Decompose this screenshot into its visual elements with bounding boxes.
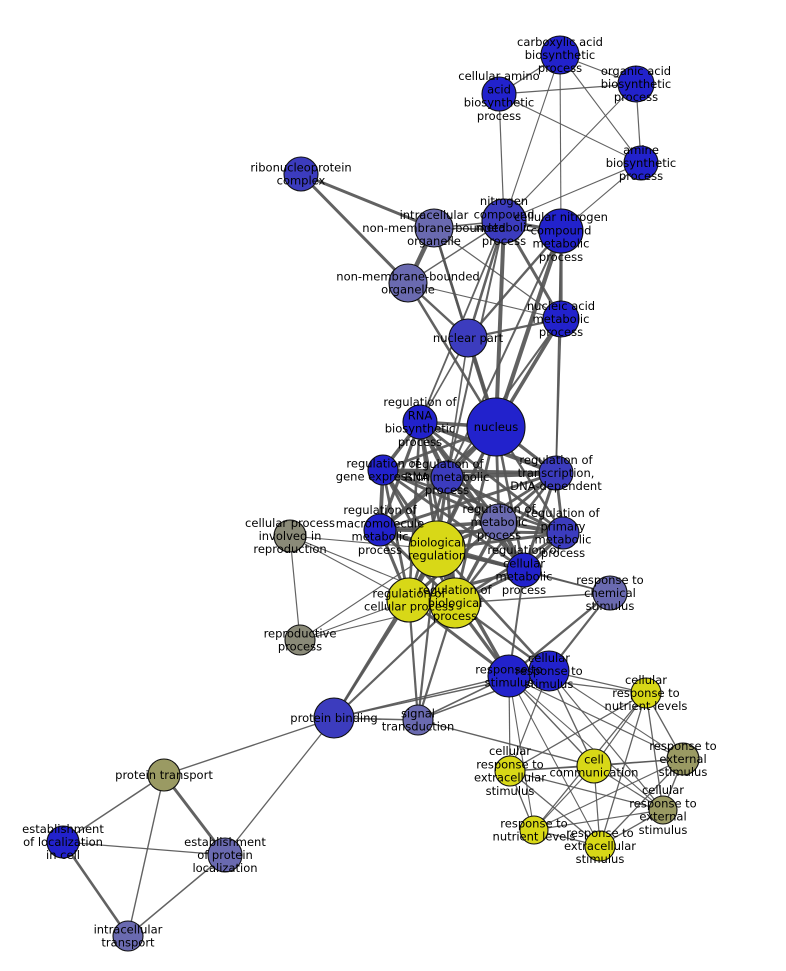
graph-node-protein-transport[interactable]: [147, 758, 181, 792]
graph-edge: [379, 528, 564, 535]
graph-edge: [508, 592, 611, 677]
graph-edge: [382, 468, 564, 535]
graph-node-intracellular-non-membrane-bounded-organelle[interactable]: [414, 208, 454, 248]
graph-edge: [62, 774, 165, 843]
graph-edge: [407, 282, 562, 320]
graph-node-regulation-of-metabolic-process[interactable]: [480, 503, 518, 541]
graph-edge: [418, 421, 526, 571]
graph-edge: [509, 770, 601, 847]
graph-node-cellular-response-to-nutrient-levels[interactable]: [630, 677, 662, 709]
graph-node-establishment-of-localization-in-cell[interactable]: [46, 825, 80, 859]
graph-edge: [503, 83, 637, 222]
graph-edge: [533, 809, 664, 831]
graph-edge: [555, 318, 562, 474]
graph-edge: [224, 717, 335, 856]
graph-node-cellular-response-to-external-stimulus[interactable]: [648, 795, 678, 825]
graph-node-regulation-of-biological-process[interactable]: [429, 577, 481, 629]
graph-edge: [417, 719, 595, 767]
graph-node-regulation-of-rna-metabolic-process[interactable]: [430, 460, 464, 494]
graph-edge: [494, 220, 506, 428]
graph-edge: [503, 162, 642, 222]
graph-edge: [508, 675, 601, 847]
graph-node-regulation-of-macromolecule-metabolic-process[interactable]: [363, 513, 397, 547]
graph-edge: [382, 468, 557, 475]
graph-edge: [503, 54, 561, 222]
graph-node-regulation-of-transcription-dna-dependent[interactable]: [538, 455, 574, 491]
graph-node-regulation-of-primary-metabolic-process[interactable]: [546, 516, 580, 550]
graph-node-regulation-of-cellular-process[interactable]: [386, 577, 432, 623]
graph-edge: [333, 599, 410, 719]
graph-node-regulation-of-rna-biosynthetic-process[interactable]: [402, 404, 438, 440]
graph-node-nucleic-acid-metabolic-process[interactable]: [542, 300, 580, 338]
graph-node-non-membrane-bounded-organelle[interactable]: [388, 263, 428, 303]
graph-edge: [382, 468, 525, 572]
graph-edge: [599, 758, 684, 847]
graph-edge: [446, 337, 469, 478]
graph-node-nuclear-part[interactable]: [448, 318, 488, 358]
graph-edge: [299, 172, 410, 285]
graph-edge: [454, 592, 611, 604]
graph-edge: [559, 54, 642, 164]
graph-edge: [645, 692, 664, 811]
graph-node-regulation-of-cellular-metabolic-process[interactable]: [506, 552, 542, 588]
graph-edge: [508, 675, 535, 831]
graph-node-cellular-response-to-stimulus[interactable]: [528, 650, 570, 692]
graph-node-nitrogen-compound-metabolic-process[interactable]: [481, 198, 527, 244]
graph-edge: [453, 426, 498, 604]
graph-edge: [548, 670, 684, 760]
graph-node-cellular-process-involved-in-reproduction[interactable]: [273, 519, 307, 553]
graph-node-response-to-nutrient-levels[interactable]: [519, 815, 549, 845]
graph-edge: [127, 774, 165, 937]
node-labels-layer: carboxylic acid biosynthetic process organi…: [22, 34, 717, 949]
graph-node-signal-transduction[interactable]: [402, 704, 434, 736]
graph-edge: [508, 675, 664, 811]
graph-edge: [416, 548, 439, 721]
graph-node-cellular-amino-acid-biosynthetic-process[interactable]: [481, 76, 517, 112]
graph-edge: [599, 692, 647, 847]
graph-node-amine-biosynthetic-process[interactable]: [623, 145, 659, 181]
graph-node-cell-communication[interactable]: [576, 748, 612, 784]
graph-edge: [498, 83, 637, 95]
graph-edge: [446, 230, 562, 478]
graph-edge: [509, 692, 647, 772]
graph-edge: [300, 172, 435, 230]
graph-node-biological-regulation[interactable]: [408, 520, 466, 578]
graph-edge: [509, 770, 664, 811]
graph-edge: [467, 230, 562, 339]
graph-node-protein-binding[interactable]: [313, 697, 355, 739]
graph-edge: [559, 54, 562, 232]
graph-edge: [163, 717, 335, 776]
edges-layer: [61, 54, 684, 937]
graph-node-cellular-nitrogen-compound-metabolic-process[interactable]: [538, 208, 584, 254]
graph-node-nucleus[interactable]: [466, 397, 526, 457]
graph-edge: [407, 421, 422, 601]
graph-node-ribonucleoprotein-complex[interactable]: [283, 156, 319, 192]
graph-node-cellular-response-to-extracellular-stimulus[interactable]: [494, 755, 526, 787]
graph-node-response-to-extracellular-stimulus[interactable]: [584, 830, 616, 862]
graph-node-response-to-stimulus[interactable]: [487, 654, 531, 698]
graph-node-response-to-external-stimulus[interactable]: [666, 742, 700, 776]
graph-node-organic-acid-biosynthetic-process[interactable]: [617, 65, 655, 103]
graph-node-carboxylic-acid-biosynthetic-process[interactable]: [540, 35, 580, 75]
graph-edge: [498, 93, 642, 164]
graph-edge: [446, 318, 562, 478]
graph-node-reproductive-process[interactable]: [284, 624, 316, 656]
graph-node-establishment-of-protein-localization[interactable]: [207, 837, 243, 873]
graph-edge: [62, 841, 226, 856]
graph-edge: [333, 602, 456, 719]
graph-edge: [533, 758, 684, 831]
graph-node-response-to-chemical-stimulus[interactable]: [592, 575, 628, 611]
graph-edge: [382, 468, 500, 524]
graph-edge: [289, 535, 301, 641]
graph-node-intracellular-transport[interactable]: [112, 920, 144, 952]
graph-edge: [127, 854, 226, 937]
graph-edge: [433, 227, 562, 320]
graph-edge: [548, 670, 664, 811]
graph-node-regulation-of-gene-expression[interactable]: [367, 454, 399, 486]
graph-edge: [61, 841, 130, 937]
nodes-layer[interactable]: [46, 35, 700, 952]
